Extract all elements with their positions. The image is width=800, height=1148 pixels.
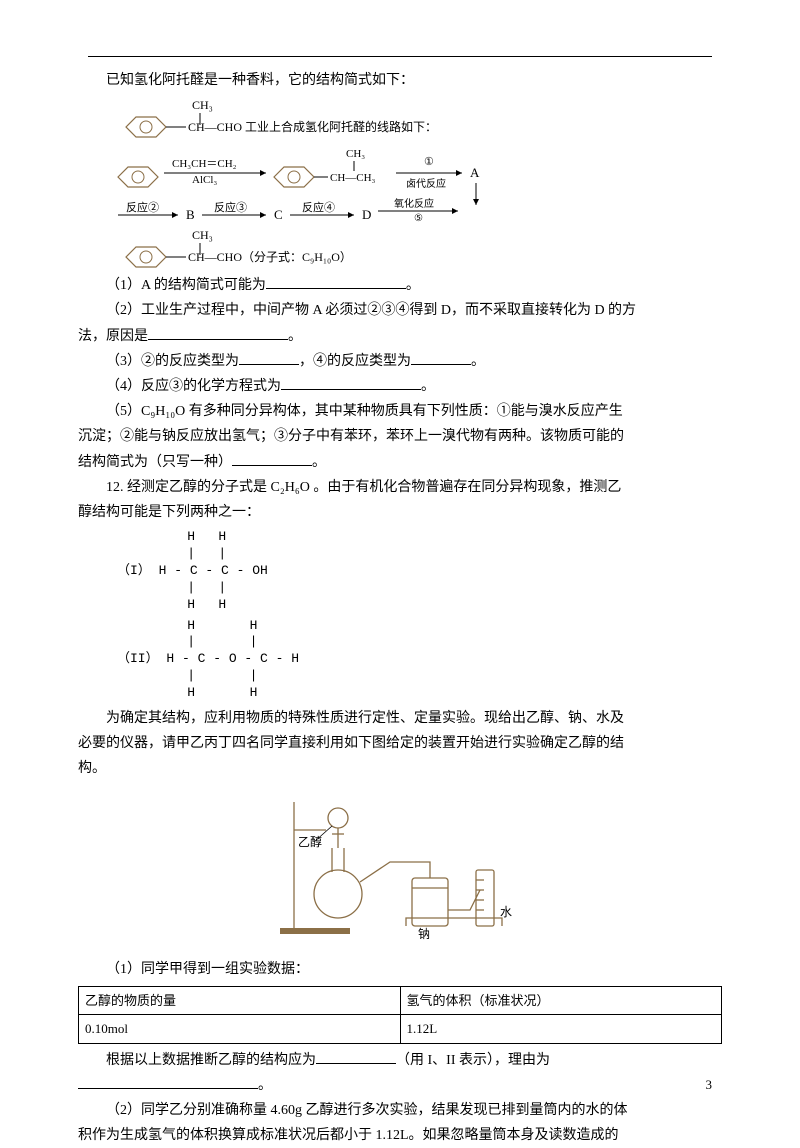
svg-text:AlCl₃: AlCl₃ xyxy=(192,174,217,186)
final-product-diagram: CH₃ CH—CHO（分子式：C₉H₁₀O） xyxy=(106,227,722,269)
svg-text:①: ① xyxy=(424,156,434,168)
question-3: （3）②的反应类型为，④的反应类型为。 xyxy=(78,349,722,374)
ethanol-label: 乙醇 xyxy=(298,834,322,849)
question-2a: （2）工业生产过程中，中间产物 A 必须过②③④得到 D，而不采取直接转化为 D… xyxy=(78,298,722,323)
question-12e: 构。 xyxy=(78,756,722,781)
blank-q3a xyxy=(239,351,299,365)
svg-text:氧化反应: 氧化反应 xyxy=(394,197,434,210)
blank-q1 xyxy=(266,275,406,289)
svg-text:CH—CHO（分子式：C₉H₁₀O）: CH—CHO（分子式：C₉H₁₀O） xyxy=(188,250,352,264)
svg-text:卤代反应: 卤代反应 xyxy=(406,177,446,190)
svg-text:反应②: 反应② xyxy=(126,200,159,214)
svg-text:反应③: 反应③ xyxy=(214,200,247,214)
svg-text:反应④: 反应④ xyxy=(302,200,335,214)
table-header-2: 氢气的体积（标准状况） xyxy=(400,986,722,1014)
svg-text:A: A xyxy=(470,165,480,180)
data-table: 乙醇的物质的量 氢气的体积（标准状况） 0.10mol 1.12L xyxy=(78,986,722,1044)
sub-question-2b: 积作为生成氢气的体积换算成标准状况后都小于 1.12L。如果忽略量筒本身及读数造… xyxy=(78,1123,722,1148)
question-1: （1）A 的结构简式可能为。 xyxy=(78,273,722,298)
sub-question-2a: （2）同学乙分别准确称量 4.60g 乙醇进行多次实验，结果发现已排到量筒内的水… xyxy=(78,1098,722,1123)
apparatus-figure: 乙醇 钠 水 xyxy=(78,790,722,949)
page-number: 3 xyxy=(706,1073,713,1096)
svg-text:CH₃: CH₃ xyxy=(346,148,365,160)
question-12d: 必要的仪器，请甲乙丙丁四名同学直接利用如下图给定的装置开始进行实验确定乙醇的结 xyxy=(78,731,722,756)
table-cell-1: 0.10mol xyxy=(79,1015,401,1043)
svg-text:C: C xyxy=(274,207,283,222)
svg-text:B: B xyxy=(186,207,195,222)
blank-sub1b-2 xyxy=(78,1075,258,1089)
chcho-label: CH—CHO 工业上合成氢化阿托醛的线路如下： xyxy=(188,119,437,134)
question-12b: 醇结构可能是下列两种之一： xyxy=(78,500,722,525)
water-label: 水 xyxy=(500,905,512,919)
sub-question-1c: 。 xyxy=(78,1073,722,1098)
question-12c: 为确定其结构，应利用物质的特殊性质进行定性、定量实验。现给出乙醇、钠、水及 xyxy=(78,706,722,731)
svg-text:⑤: ⑤ xyxy=(414,213,423,223)
question-5c: 结构简式为（只写一种）。 xyxy=(78,450,722,475)
svg-text:CH₃CH＝CH₂: CH₃CH＝CH₂ xyxy=(172,158,237,170)
question-4: （4）反应③的化学方程式为。 xyxy=(78,374,722,399)
structure-diagram-1: CH₃ CH—CHO 工业上合成氢化阿托醛的线路如下： xyxy=(106,97,722,139)
question-5a: （5）C₉H₁₀O 有多种同分异构体，其中某种物质具有下列性质：①能与溴水反应产… xyxy=(78,399,722,424)
sodium-label: 钠 xyxy=(418,926,430,940)
table-cell-2: 1.12L xyxy=(400,1015,722,1043)
intro-text: 已知氢化阿托醛是一种香料，它的结构简式如下： xyxy=(78,68,722,93)
sub-question-1: （1）同学甲得到一组实验数据： xyxy=(78,957,722,982)
ch3-label: CH₃ xyxy=(192,98,213,112)
blank-q4 xyxy=(281,376,421,390)
question-5b: 沉淀；②能与钠反应放出氢气；③分子中有苯环，苯环上一溴代物有两种。该物质可能的 xyxy=(78,424,722,449)
synthesis-route-diagram: CH₃CH＝CH₂ AlCl₃ CH₃ CH—CH₃ ① 卤代反应 A 反应② … xyxy=(106,143,722,223)
structure-1: H H | | （I） H - C - C - OH | | H H xyxy=(117,529,722,613)
question-2b: 法，原因是。 xyxy=(78,324,722,349)
svg-text:CH—CH₃: CH—CH₃ xyxy=(330,172,376,184)
question-12a: 12. 经测定乙醇的分子式是 C₂H₆O 。由于有机化合物普遍存在同分异构现象，… xyxy=(78,475,722,500)
sub-question-1b: 根据以上数据推断乙醇的结构应为（用 I、II 表示），理由为 xyxy=(78,1048,722,1073)
svg-text:D: D xyxy=(362,207,371,222)
svg-text:CH₃: CH₃ xyxy=(192,228,213,242)
blank-sub1b-1 xyxy=(316,1050,396,1064)
blank-q3b xyxy=(411,351,471,365)
blank-q2 xyxy=(148,326,288,340)
table-header-1: 乙醇的物质的量 xyxy=(79,986,401,1014)
blank-q5 xyxy=(232,452,312,466)
structure-2: H H | | （II） H - C - O - C - H | | H H xyxy=(117,618,722,702)
